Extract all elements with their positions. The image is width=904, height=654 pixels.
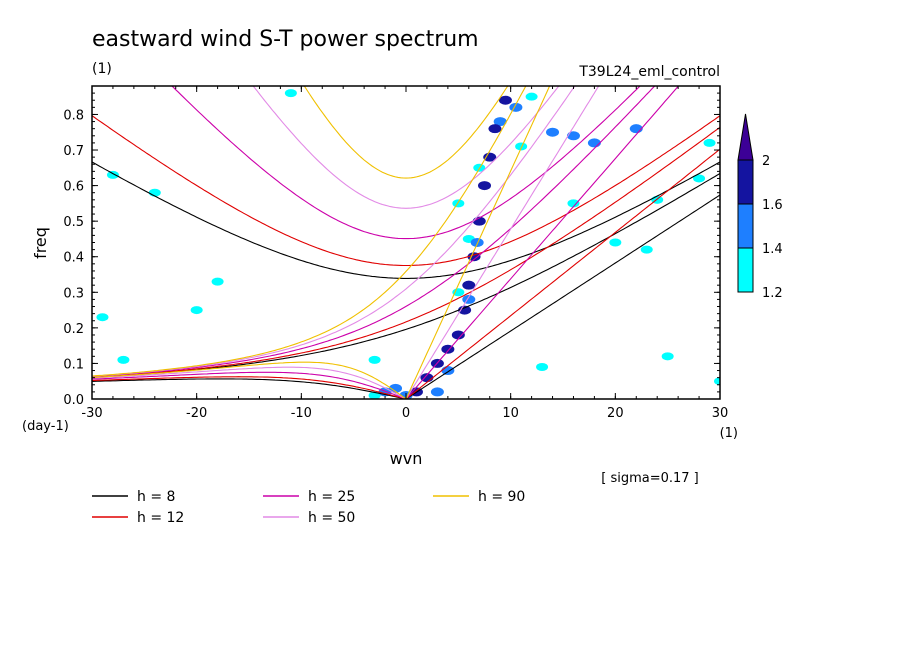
colorbar-extend-arrow [737,113,754,161]
contour-blob [458,305,472,315]
x-tick-label: 0 [402,406,410,421]
dispersion-curve-mixed-rossby-gravity-h12 [92,126,720,378]
dispersion-curve-rossby-h90 [92,361,407,399]
colorbar-label: 1.4 [762,242,783,257]
dispersion-curve-mixed-rossby-gravity-h25 [92,86,656,378]
contour-blob [587,138,601,148]
contour-blob [703,138,716,147]
contour-blob [536,362,549,371]
colorbar-segment [737,247,754,293]
colorbar-segment [737,159,754,205]
contour-blob [284,89,297,98]
contour-blob [441,366,455,376]
dispersion-curve-inertia-gravity-h90 [303,86,509,179]
y-unit-label: (day-1) [22,419,69,434]
contour-blob [462,280,476,290]
contour-blob [470,238,484,247]
dispersion-curve-inertia-gravity-h50 [252,86,560,209]
contour-blob [640,245,653,254]
legend-label: h = 8 [137,489,175,505]
y-tick-label: 0.7 [63,144,84,159]
contour-blob [566,131,580,141]
x-tick-label: -30 [81,406,102,421]
contour-blob [483,152,497,162]
axes: -30 -20 -10 0 10 20 30 0.0 0.1 0.2 0.3 0.4 0.5 0.6 0.7… [63,85,729,421]
chart-subtitle-left: (1) [92,61,112,77]
chart-title: eastward wind S-T power spectrum [92,27,479,52]
colorbar: 1.2 1.4 1.6 2 [737,113,783,301]
plot-background [92,86,720,399]
contour-blob [493,117,507,127]
contour-blob [714,377,720,386]
dispersion-curve-rossby-h25 [92,371,407,399]
chart-subtitle-right: T39L24_eml_control [578,64,720,80]
contour-blob [368,355,381,364]
dispersion-curve-kelvin-h12 [405,148,720,399]
contour-blob [117,355,130,364]
dispersion-curves [92,86,720,399]
dispersion-curve-kelvin-h50 [405,86,600,399]
contour-blob [478,181,491,191]
contour-blob [211,277,224,286]
legend-label: h = 90 [478,489,525,505]
dispersion-curve-kelvin-h25 [405,86,680,399]
contour-blob [451,330,465,340]
dispersion-curve-kelvin-h8 [405,194,720,399]
dispersion-curve-kelvin-h90 [405,86,551,399]
dispersion-curve-inertia-gravity-h12 [92,115,720,267]
y-tick-label: 0.4 [63,251,84,266]
dispersion-curve-inertia-gravity-h25 [171,86,641,240]
x-tick-label: 30 [712,406,729,421]
contour-blob [106,170,119,179]
y-tick-label: 0.8 [63,108,84,123]
y-tick-label: 0.1 [63,357,84,372]
x-tick-label: -20 [186,406,207,421]
dispersion-curve-mixed-rossby-gravity-h50 [92,86,576,377]
plot-area [92,86,720,399]
contour-blob [389,383,403,393]
y-tick-label: 0.6 [63,180,84,195]
contour-blob [430,387,444,397]
x-tick-label: -10 [291,406,312,421]
legend: h = 8 h = 12 h = 25 h = 50 h = 90 [92,489,525,526]
contour-blob [661,352,674,361]
dispersion-curve-inertia-gravity-h8 [92,161,720,279]
contour-blob [567,199,580,208]
contour-blob [488,124,502,134]
legend-label: h = 12 [137,510,184,526]
x-unit-label: (1) [720,426,738,441]
colorbar-label: 1.2 [762,286,783,301]
contour-blob [609,238,622,247]
contour-blob [515,142,528,151]
dispersion-curve-rossby-h8 [92,378,407,399]
dispersion-curve-mixed-rossby-gravity-h90 [92,86,527,377]
colorbar-label: 1.6 [762,198,783,213]
contour-blob [452,199,465,208]
dispersion-curve-rossby-h50 [92,366,407,399]
y-axis-label: freq [31,227,50,259]
y-tick-label: 0.3 [63,286,84,301]
y-tick-label: 0.0 [63,393,84,408]
x-axis-label: wvn [390,449,423,468]
y-tick-label: 0.2 [63,322,84,337]
x-tick-label: 10 [502,406,519,421]
contour-blob [525,92,538,101]
contour-blob [190,306,203,315]
legend-label: h = 25 [308,489,355,505]
colorbar-segment [737,203,754,249]
contour-blob [546,127,560,137]
dispersion-curve-rossby-h12 [92,376,407,399]
x-tick-label: 20 [607,406,624,421]
y-tick-label: 0.5 [63,215,84,230]
contour-blob [96,313,109,322]
contour-blob [498,95,512,105]
colorbar-label: 2 [762,154,770,169]
contour-blob [693,174,706,183]
legend-label: h = 50 [308,510,355,526]
sigma-note: [ sigma=0.17 ] [601,471,699,486]
